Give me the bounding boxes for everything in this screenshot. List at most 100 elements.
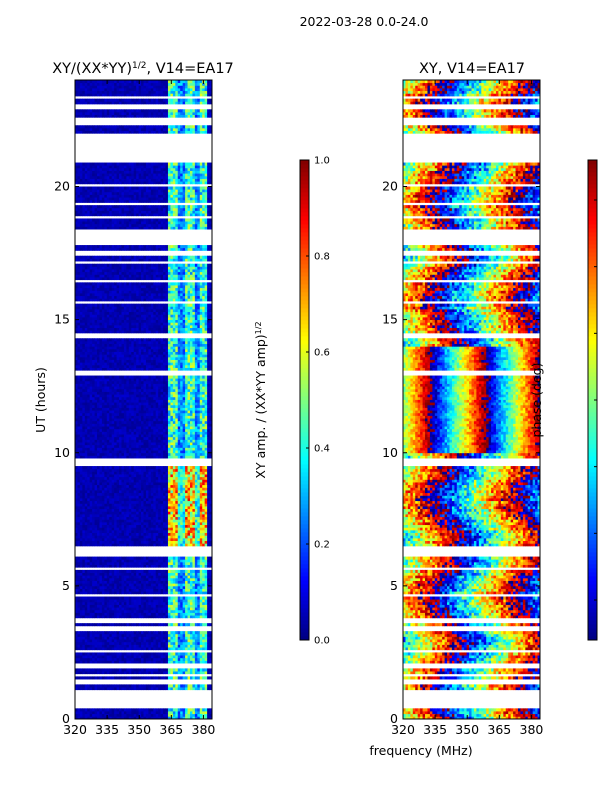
amp-cell	[114, 538, 117, 541]
amp-cell	[202, 671, 205, 674]
amp-cell	[146, 477, 149, 480]
amp-cell	[163, 644, 166, 647]
amp-cell	[85, 634, 88, 637]
amp-cell	[80, 613, 83, 616]
amp-cell	[102, 530, 105, 533]
amp-cell	[144, 525, 147, 528]
amp-cell	[175, 530, 178, 533]
amp-cell	[202, 581, 205, 584]
amp-cell	[80, 482, 83, 485]
amp-cell	[151, 714, 154, 717]
amp-cell	[87, 501, 90, 504]
amp-cell	[175, 610, 178, 613]
amp-cell	[185, 581, 188, 584]
amp-cell	[166, 578, 169, 581]
amp-cell	[117, 684, 120, 687]
amp-cell	[139, 605, 142, 608]
amp-cell	[102, 578, 105, 581]
amp-cell	[170, 676, 173, 679]
amp-cell	[166, 639, 169, 642]
amp-cell	[163, 610, 166, 613]
amp-cell	[92, 711, 95, 714]
amp-cell	[170, 671, 173, 674]
amp-cell	[166, 631, 169, 634]
amp-cell	[161, 589, 164, 592]
amp-cell	[99, 514, 102, 517]
amp-cell	[131, 634, 134, 637]
amp-cell	[129, 671, 132, 674]
amp-cell	[192, 599, 195, 602]
amp-cell	[136, 591, 139, 594]
amp-cell	[99, 495, 102, 498]
amp-cell	[148, 506, 151, 509]
amp-cell	[146, 639, 149, 642]
amp-cell	[197, 541, 200, 544]
amp-cell	[87, 506, 90, 509]
amp-cell	[153, 498, 156, 501]
amp-cell	[207, 615, 210, 618]
amp-cell	[170, 469, 173, 472]
amp-cell	[114, 639, 117, 642]
amp-cell	[77, 559, 80, 562]
amp-cell	[163, 708, 166, 711]
amp-cell	[156, 668, 159, 671]
amp-cell	[183, 636, 186, 639]
amp-cell	[99, 527, 102, 530]
amp-cell	[112, 530, 115, 533]
amp-cell	[141, 511, 144, 514]
amp-cell	[87, 605, 90, 608]
amp-cell	[102, 517, 105, 520]
amp-cell	[148, 647, 151, 650]
amp-cell	[192, 522, 195, 525]
amp-cell	[99, 535, 102, 538]
amp-cell	[102, 562, 105, 565]
amp-cell	[205, 501, 208, 504]
amp-cell	[139, 634, 142, 637]
amp-cell	[141, 471, 144, 474]
amp-cell	[202, 586, 205, 589]
amp-cell	[195, 493, 198, 496]
amp-cell	[185, 469, 188, 472]
amp-cell	[104, 631, 107, 634]
amp-cell	[156, 714, 159, 717]
amp-cell	[92, 591, 95, 594]
amp-cell	[139, 538, 142, 541]
amp-cell	[163, 474, 166, 477]
amp-cell	[77, 711, 80, 714]
amp-cell	[146, 509, 149, 512]
amp-cell	[85, 655, 88, 658]
amp-cell	[202, 708, 205, 711]
amp-cell	[117, 474, 120, 477]
amp-cell	[90, 602, 93, 605]
amp-cell	[119, 530, 122, 533]
amp-cell	[80, 591, 83, 594]
amp-cell	[178, 509, 181, 512]
amp-cell	[112, 485, 115, 488]
amp-cell	[85, 636, 88, 639]
amp-cell	[163, 583, 166, 586]
amp-cell	[126, 644, 129, 647]
amp-cell	[173, 687, 176, 690]
amp-cell	[87, 519, 90, 522]
amp-cell	[141, 501, 144, 504]
amp-cell	[99, 541, 102, 544]
amp-cell	[158, 578, 161, 581]
amp-cell	[129, 642, 132, 645]
amp-cell	[200, 671, 203, 674]
amp-cell	[121, 668, 124, 671]
amp-cell	[205, 485, 208, 488]
amp-cell	[104, 658, 107, 661]
amp-cell	[192, 583, 195, 586]
amp-cell	[156, 533, 159, 536]
amp-cell	[102, 509, 105, 512]
amp-cell	[85, 597, 88, 600]
amp-cell	[107, 687, 110, 690]
amp-cell	[183, 498, 186, 501]
amp-cell	[188, 660, 191, 663]
amp-cell	[85, 517, 88, 520]
amp-cell	[192, 514, 195, 517]
amp-cell	[112, 636, 115, 639]
amp-cell	[185, 487, 188, 490]
amp-cell	[192, 519, 195, 522]
amp-cell	[104, 485, 107, 488]
